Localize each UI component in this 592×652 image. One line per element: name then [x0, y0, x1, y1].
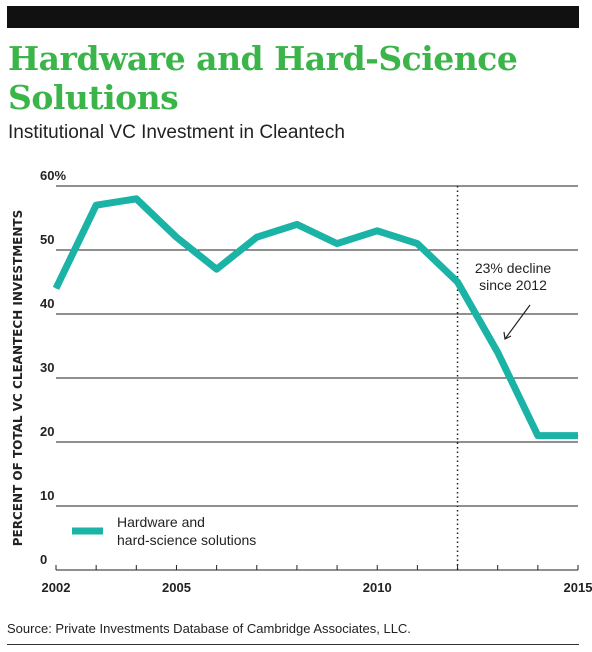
y-tick-label: 30: [40, 360, 54, 375]
annotation-text: 23% decline: [475, 260, 551, 276]
legend-label: Hardware and: [117, 514, 205, 530]
data-point: [457, 281, 459, 283]
data-point: [537, 435, 539, 437]
source-note: Source: Private Investments Database of …: [7, 621, 411, 636]
data-point: [135, 198, 137, 200]
x-tick-label: 2002: [42, 580, 71, 595]
annotation-text: since 2012: [479, 277, 547, 293]
top-bar: [7, 6, 579, 28]
x-tick-label: 2015: [564, 580, 592, 595]
chart-subtitle: Institutional VC Investment in Cleantech: [8, 122, 345, 143]
data-point: [376, 230, 378, 232]
y-tick-label: 20: [40, 424, 54, 439]
data-point: [416, 243, 418, 245]
bottom-rule: [7, 644, 579, 645]
data-point: [216, 268, 218, 270]
data-point: [256, 236, 258, 238]
y-tick-label: 0: [40, 552, 47, 567]
chart-title: Hardware and Hard-Science Solutions: [8, 39, 518, 117]
data-point: [55, 287, 57, 289]
data-point: [336, 243, 338, 245]
series-line: [52, 195, 578, 440]
x-tick-label: 2010: [363, 580, 392, 595]
x-tick-label: 2005: [162, 580, 191, 595]
annotation-arrowhead: [503, 331, 512, 340]
y-axis-title: PERCENT OF TOTAL VC CLEANTECH INVESTMENT…: [11, 210, 25, 546]
data-point: [577, 435, 579, 437]
data-point: [296, 223, 298, 225]
data-point: [175, 236, 177, 238]
legend-label: hard-science solutions: [117, 532, 256, 548]
y-tick-label: 40: [40, 296, 54, 311]
y-tick-label: 60%: [40, 168, 66, 183]
y-tick-label: 10: [40, 488, 54, 503]
data-point: [95, 204, 97, 206]
data-point: [497, 351, 499, 353]
y-tick-label: 50: [40, 232, 54, 247]
line-chart: 0 10 20 30 40 50 60% 2002 2005 2010 2015 PERCENT OF…: [11, 168, 592, 595]
annotation-arrow: [504, 304, 531, 340]
